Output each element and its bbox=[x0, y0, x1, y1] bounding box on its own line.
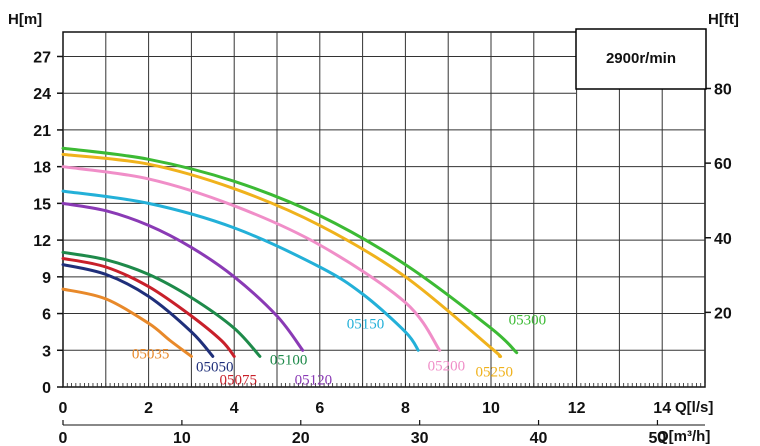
series-label-05200: 05200 bbox=[428, 358, 466, 374]
x-tick-label-m3h: 10 bbox=[173, 430, 191, 446]
curve-05075 bbox=[61, 257, 236, 358]
curve-05150 bbox=[61, 189, 420, 352]
y-tick-label-right: 60 bbox=[714, 156, 732, 173]
x-tick-label-ls: 12 bbox=[568, 400, 586, 417]
series-label-05035: 05035 bbox=[132, 346, 170, 362]
x-tick-label-m3h: 0 bbox=[59, 430, 68, 446]
y-tick-label-left: 27 bbox=[33, 49, 51, 66]
curve-05035 bbox=[61, 287, 193, 358]
series-label-05150: 05150 bbox=[347, 316, 385, 332]
y-axis-label-right: H[ft] bbox=[708, 11, 739, 28]
rpm-label: 2900r/min bbox=[606, 50, 676, 67]
y-tick-label-left: 12 bbox=[33, 233, 51, 250]
y-tick-label-left: 0 bbox=[42, 380, 51, 397]
x-tick-label-m3h: 40 bbox=[530, 430, 548, 446]
y-tick-label-left: 21 bbox=[33, 123, 51, 140]
series-label-05120: 05120 bbox=[295, 372, 333, 388]
y-tick-label-left: 24 bbox=[33, 86, 51, 103]
x-axis-label-ls: Q[l/s] bbox=[675, 399, 713, 416]
curve-05050 bbox=[61, 263, 215, 358]
x-tick-label-ls: 2 bbox=[144, 400, 153, 417]
rpm-box: 2900r/min bbox=[575, 28, 707, 90]
curve-05250 bbox=[61, 152, 503, 359]
y-tick-label-left: 18 bbox=[33, 160, 51, 177]
series-label-05075: 05075 bbox=[219, 372, 257, 388]
y-axis-label-left: H[m] bbox=[8, 11, 42, 28]
x-tick-label-ls: 0 bbox=[59, 400, 68, 417]
curve-05120 bbox=[61, 201, 305, 352]
rpm-box-frame bbox=[575, 28, 707, 90]
curve-05100 bbox=[61, 250, 262, 358]
x-tick-label-m3h: 20 bbox=[292, 430, 310, 446]
y-tick-label-left: 15 bbox=[33, 196, 51, 213]
series-label-05100: 05100 bbox=[270, 352, 308, 368]
y-tick-label-right: 20 bbox=[714, 305, 732, 322]
x-tick-label-ls: 8 bbox=[401, 400, 410, 417]
x-tick-label-ls: 10 bbox=[482, 400, 500, 417]
x-axis-label-m3h: Q[m³/h] bbox=[657, 428, 710, 445]
series-label-05300: 05300 bbox=[509, 313, 547, 329]
x-tick-label-ls: 4 bbox=[230, 400, 239, 417]
axis-labels: H[m] H[ft] Q[l/s] Q[m³/h] bbox=[8, 11, 739, 445]
x-tick-label-m3h: 30 bbox=[411, 430, 429, 446]
series-label-05250: 05250 bbox=[476, 364, 514, 380]
series-label-05050: 05050 bbox=[196, 359, 234, 375]
x-tick-label-m3h: 50 bbox=[649, 430, 667, 446]
curves bbox=[61, 146, 519, 359]
y-tick-label-left: 6 bbox=[42, 307, 51, 324]
x-tick-label-ls: 14 bbox=[653, 400, 671, 417]
x-tick-label-ls: 6 bbox=[315, 400, 324, 417]
y-tick-label-left: 3 bbox=[42, 343, 51, 360]
curve-05300 bbox=[61, 146, 519, 355]
curve-05200 bbox=[61, 165, 442, 352]
y-tick-label-right: 80 bbox=[714, 82, 732, 99]
y-tick-label-left: 9 bbox=[42, 270, 51, 287]
y-tick-label-right: 40 bbox=[714, 231, 732, 248]
